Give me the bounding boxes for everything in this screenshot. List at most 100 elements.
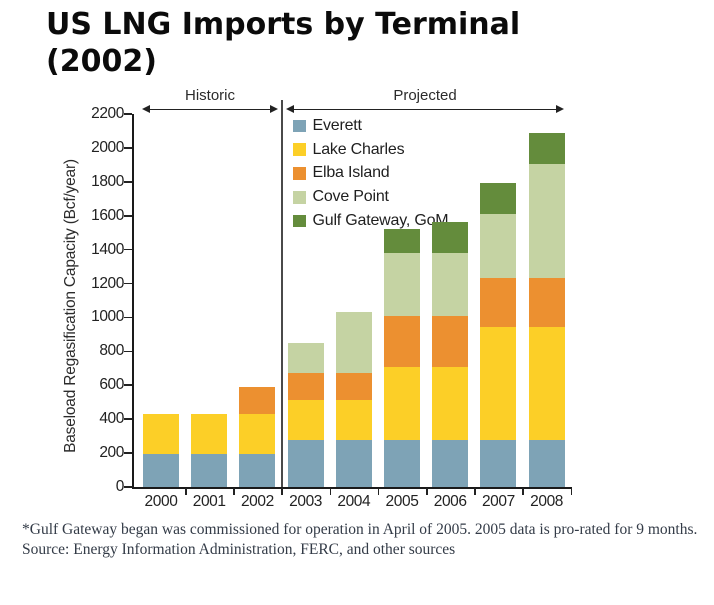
footnote: *Gulf Gateway began was commissioned for… xyxy=(22,521,698,538)
y-tick xyxy=(124,282,132,285)
y-tick xyxy=(124,350,132,353)
bar-segment-everett-2008 xyxy=(528,440,565,487)
x-axis-label-2001: 2001 xyxy=(192,493,226,510)
x-tick xyxy=(522,488,524,495)
x-tick xyxy=(426,488,428,495)
bar-segment-gulf-gateway-gom-2006 xyxy=(432,221,469,254)
bar-segment-lake-charles-2001 xyxy=(191,414,228,454)
y-tick-label-600: 600 xyxy=(99,376,124,394)
period-projected-label: Projected xyxy=(393,87,457,104)
bar-segment-cove-point-2003 xyxy=(287,342,324,374)
bar-segment-cove-point-2007 xyxy=(480,214,517,278)
period-historic: Historic xyxy=(142,87,278,114)
x-tick xyxy=(570,488,573,495)
x-axis-label-2003: 2003 xyxy=(289,493,323,510)
bar-segment-everett-2003 xyxy=(287,440,324,487)
x-axis-label-2005: 2005 xyxy=(385,493,419,510)
bar-segment-cove-point-2005 xyxy=(384,253,420,316)
historic-projected-divider xyxy=(281,100,283,487)
x-tick xyxy=(185,488,187,495)
historic-arrow-line xyxy=(148,108,272,111)
y-tick-label-2000: 2000 xyxy=(91,138,124,156)
bar-segment-lake-charles-2000 xyxy=(143,414,179,454)
y-tick xyxy=(124,486,132,488)
y-tick-label-200: 200 xyxy=(99,444,124,462)
bar-segment-everett-2000 xyxy=(143,453,179,487)
y-tick xyxy=(124,147,132,149)
y-tick xyxy=(124,113,132,115)
y-tick xyxy=(124,384,132,387)
bar-segment-gulf-gateway-gom-2007 xyxy=(480,182,517,215)
x-tick xyxy=(329,488,332,495)
y-tick xyxy=(124,418,132,420)
x-axis-label-2002: 2002 xyxy=(240,493,274,510)
legend-swatch-lake-charles xyxy=(293,143,306,156)
x-tick xyxy=(233,488,235,495)
y-axis-line xyxy=(132,114,134,489)
legend-label-elba-island: Elba Island xyxy=(312,164,390,182)
bar-segment-cove-point-2004 xyxy=(335,312,372,374)
bar-segment-everett-2002 xyxy=(239,453,276,487)
legend-swatch-gulf-gateway-gom xyxy=(293,214,306,228)
x-axis-label-2004: 2004 xyxy=(337,493,371,510)
legend-label-everett: Everett xyxy=(312,116,362,134)
legend-swatch-elba-island xyxy=(293,167,306,180)
y-tick-label-400: 400 xyxy=(99,410,124,428)
arrow-left-icon xyxy=(286,105,294,113)
y-tick xyxy=(124,214,132,217)
bar-segment-cove-point-2006 xyxy=(432,253,469,316)
bar-segment-elba-island-2006 xyxy=(432,315,469,367)
bar-segment-lake-charles-2008 xyxy=(528,326,565,441)
legend-item-lake-charles: Lake Charles xyxy=(293,138,448,162)
legend-item-cove-point: Cove Point xyxy=(293,185,448,209)
period-historic-label: Historic xyxy=(184,87,235,104)
x-tick xyxy=(281,488,283,495)
arrow-right-icon xyxy=(556,105,564,113)
bar-segment-lake-charles-2004 xyxy=(335,399,372,441)
bar-segment-gulf-gateway-gom-2008 xyxy=(528,132,565,164)
bar-segment-everett-2001 xyxy=(191,453,228,487)
arrow-left-icon xyxy=(142,105,150,113)
legend-item-elba-island: Elba Island xyxy=(293,162,448,186)
bar-segment-elba-island-2005 xyxy=(384,315,420,367)
x-axis-label-2008: 2008 xyxy=(530,493,564,510)
legend-label-gulf-gateway-gom: Gulf Gateway, GoM xyxy=(312,212,449,230)
y-tick xyxy=(124,181,132,183)
bar-segment-everett-2005 xyxy=(384,440,420,487)
bar-segment-cove-point-2008 xyxy=(528,164,565,278)
y-axis-title: Baseload Regasification Capacity (Bcf/ye… xyxy=(62,159,79,453)
y-tick-label-1600: 1600 xyxy=(91,206,124,224)
bar-segment-everett-2007 xyxy=(480,440,517,487)
legend-swatch-cove-point xyxy=(293,191,306,204)
y-tick-label-0: 0 xyxy=(115,478,125,495)
bar-segment-elba-island-2008 xyxy=(528,277,565,327)
bar-segment-elba-island-2002 xyxy=(239,386,276,415)
legend-label-cove-point: Cove Point xyxy=(312,188,389,206)
legend-item-everett: Everett xyxy=(293,114,448,138)
x-tick xyxy=(474,488,476,495)
legend-item-gulf-gateway-gom: Gulf Gateway, GoM xyxy=(293,209,449,233)
bar-segment-gulf-gateway-gom-2005 xyxy=(384,229,420,254)
legend: Everett Lake Charles Elba Island Cove Point… xyxy=(293,114,449,233)
bar-segment-everett-2004 xyxy=(335,440,372,487)
bar-segment-elba-island-2003 xyxy=(287,373,324,400)
period-projected: Projected xyxy=(286,87,564,114)
y-tick-label-1200: 1200 xyxy=(91,274,124,292)
y-tick-label-2200: 2200 xyxy=(91,105,124,122)
legend-swatch-everett xyxy=(293,119,306,133)
historic-arrow xyxy=(142,105,278,114)
projected-arrow-line xyxy=(292,108,558,111)
bar-segment-elba-island-2004 xyxy=(335,373,372,400)
bar-segment-lake-charles-2005 xyxy=(384,366,420,441)
y-tick-label-800: 800 xyxy=(99,342,124,360)
x-axis-line xyxy=(132,487,572,489)
x-axis-label-2007: 2007 xyxy=(481,493,515,510)
bar-segment-elba-island-2007 xyxy=(480,277,517,327)
source-line: Source: Energy Information Administratio… xyxy=(22,541,456,558)
y-tick-label-1800: 1800 xyxy=(91,172,124,190)
legend-label-lake-charles: Lake Charles xyxy=(312,140,405,158)
projected-arrow xyxy=(286,105,564,114)
y-tick-label-1400: 1400 xyxy=(91,240,124,258)
bar-segment-lake-charles-2007 xyxy=(480,326,517,441)
